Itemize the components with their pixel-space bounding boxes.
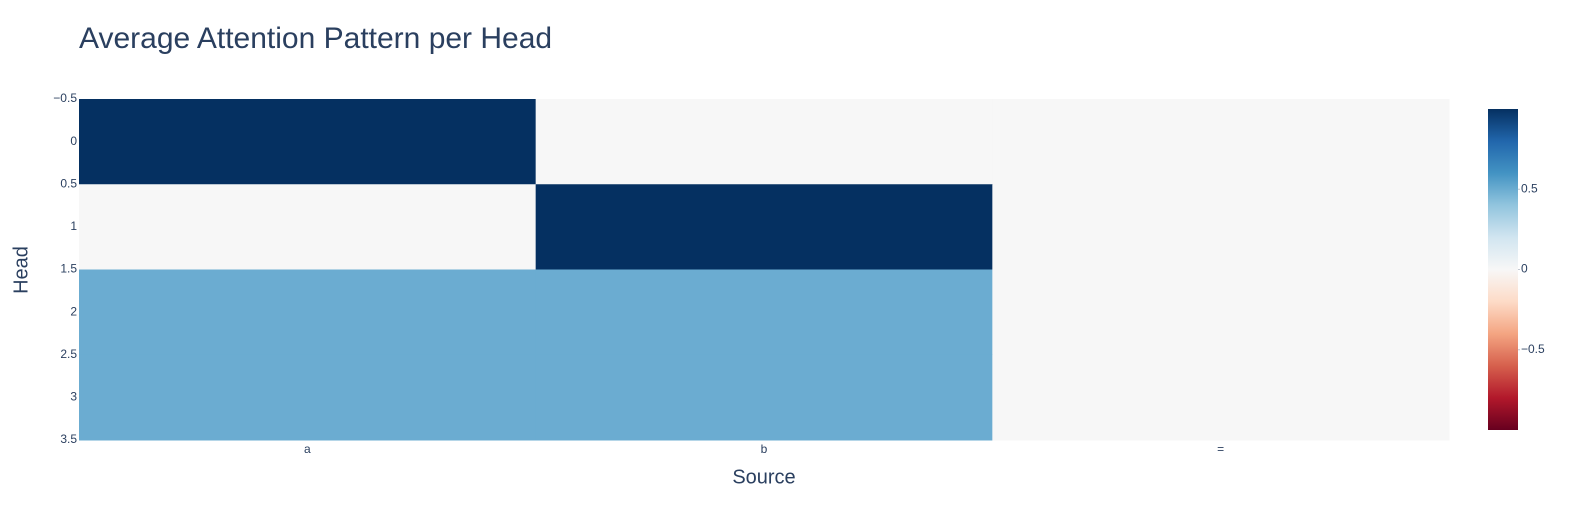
y-tick-label: 3.5 — [60, 432, 77, 446]
heatmap-cell — [535, 354, 993, 441]
heatmap-cell — [535, 99, 993, 185]
heatmap-cell — [992, 269, 1450, 356]
y-tick-label: −0.5 — [53, 91, 77, 105]
x-tick-label: a — [304, 442, 311, 456]
heatmap-cell — [79, 269, 537, 356]
heatmap-cell — [535, 184, 993, 270]
colorbar-tick-label: 0.5 — [1521, 181, 1538, 195]
chart-title: Average Attention Pattern per Head — [79, 22, 552, 55]
x-tick-label: = — [1217, 442, 1224, 456]
y-tick-label: 0.5 — [60, 176, 77, 190]
y-tick-label: 1 — [70, 219, 77, 233]
y-tick-label: 0 — [70, 134, 77, 148]
colorbar-tick-label: −0.5 — [1521, 342, 1545, 356]
colorbar — [1488, 109, 1518, 430]
y-axis-title: Head — [10, 246, 32, 294]
heatmap-cell — [992, 184, 1450, 270]
y-tick-label: 1.5 — [60, 262, 77, 276]
colorbar-tick-label: 0 — [1521, 262, 1528, 276]
heatmap-cell — [79, 354, 537, 441]
x-axis-title: Source — [732, 466, 795, 488]
heatmap-cell — [79, 184, 537, 270]
y-tick-label: 2 — [70, 304, 77, 318]
y-tick-label: 2.5 — [60, 347, 77, 361]
heatmap-cell — [535, 269, 993, 356]
heatmap-cell — [992, 354, 1450, 441]
heatmap-cell — [992, 99, 1450, 185]
y-tick-label: 3 — [70, 390, 77, 404]
x-tick-label: b — [761, 442, 768, 456]
heatmap-cell — [79, 99, 537, 185]
